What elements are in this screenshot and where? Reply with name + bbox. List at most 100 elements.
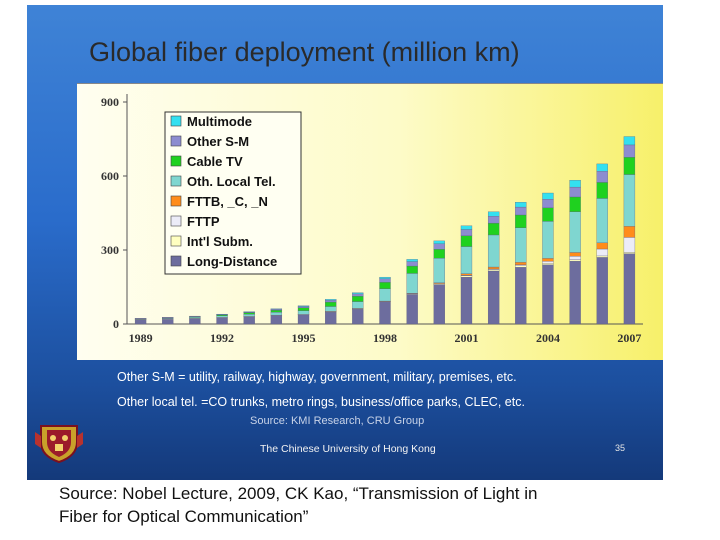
bar-segment	[569, 252, 581, 257]
bar-segment	[596, 255, 608, 258]
bar-segment	[623, 174, 636, 227]
bar-segment	[569, 260, 581, 325]
bar-segment	[406, 259, 418, 262]
bar-segment	[596, 163, 608, 172]
bar-segment	[460, 275, 473, 278]
bar-segment	[596, 242, 608, 250]
bar-segment	[433, 284, 445, 325]
bar-segment	[243, 316, 255, 325]
bar-segment	[270, 312, 283, 316]
bar-segment	[379, 282, 391, 289]
bar-segment	[623, 252, 636, 254]
bar-segment	[487, 234, 500, 268]
bar-segment	[460, 229, 473, 236]
bar-segment	[569, 180, 581, 188]
bar-segment	[162, 318, 174, 325]
bar-segment	[542, 261, 554, 264]
bar-segment	[542, 264, 554, 325]
bar-segment	[297, 310, 310, 315]
bar-segment	[515, 206, 527, 216]
caption-line-1: Source: Nobel Lecture, 2009, CK Kao, “Tr…	[59, 484, 538, 503]
caption-line-2: Fiber for Optical Communication”	[59, 507, 309, 526]
bar-segment	[352, 293, 364, 297]
bar-segment	[433, 257, 445, 283]
bar-segment	[623, 253, 636, 325]
stacked-bar-chart: 0 300 600 900 1989 1992 1995 1998 2001 2004 2007 Mu…	[101, 94, 643, 345]
bar-segment	[325, 300, 337, 303]
bar-segment	[596, 198, 608, 243]
bar-segment	[515, 227, 527, 263]
source-credit: Source: KMI Research, CRU Group	[250, 415, 425, 427]
note-other-sm: Other S-M = utility, railway, highway, g…	[117, 370, 517, 384]
bar-segment	[379, 301, 391, 325]
y-tick-label: 900	[101, 95, 119, 109]
bar-segment	[515, 267, 527, 325]
image-caption: Source: Nobel Lecture, 2009, CK Kao, “Tr…	[59, 482, 659, 528]
bar-segment	[216, 315, 228, 318]
legend-swatch	[170, 255, 182, 267]
bar-segment	[623, 237, 636, 253]
bar-segment	[352, 301, 364, 309]
bar-segment	[596, 182, 608, 199]
y-tick-label: 300	[101, 243, 119, 257]
bar-segment	[216, 317, 228, 325]
slide: Global fiber deployment (million km) 0 30…	[27, 5, 663, 480]
bar-segment	[134, 318, 147, 319]
legend-label: FTTB, _C, _N	[187, 194, 268, 209]
bar-segment	[406, 261, 418, 267]
university-name: The Chinese University of Hong Kong	[260, 443, 436, 455]
bar-segment	[325, 299, 337, 301]
bar-segment	[297, 307, 310, 311]
bar-segment	[189, 315, 201, 317]
legend-label: Cable TV	[187, 154, 243, 169]
bar-segment	[134, 319, 147, 325]
bar-segment	[596, 257, 608, 325]
bar-segment	[460, 276, 473, 325]
bar-segment	[325, 312, 337, 325]
legend-swatch	[170, 235, 182, 247]
legend-box	[164, 111, 302, 275]
bar-segment	[569, 196, 581, 212]
bar-segment	[542, 192, 554, 200]
bar-segment	[406, 294, 418, 325]
x-tick-label: 1989	[129, 331, 153, 345]
bar-segment	[569, 211, 581, 253]
bar-segment	[379, 288, 391, 302]
bar-segment	[406, 265, 418, 274]
legend-label: FTTP	[187, 214, 220, 229]
bar-segment	[569, 256, 581, 260]
bar-segment	[542, 258, 554, 262]
bar-segment	[569, 259, 581, 262]
x-tick-label: 2001	[454, 331, 478, 345]
bar-segment	[216, 313, 228, 315]
bar-segment	[569, 186, 581, 198]
legend-label: Other S-M	[187, 134, 249, 149]
bar-segment	[542, 207, 554, 222]
bar-segment	[189, 318, 201, 325]
legend-swatch	[170, 155, 182, 167]
bar-segment	[460, 246, 473, 274]
bar-segment	[487, 269, 500, 272]
bar-segment	[297, 306, 310, 308]
legend-swatch	[170, 115, 182, 127]
bar-segment	[433, 243, 445, 250]
bar-segment	[515, 262, 527, 265]
bar-segment	[623, 144, 636, 158]
x-tick-label: 2004	[536, 331, 560, 345]
bar-segment	[487, 266, 500, 270]
university-crest-icon	[35, 425, 83, 464]
bar-segment	[352, 295, 364, 302]
bar-segment	[352, 292, 364, 295]
legend-label: Multimode	[187, 114, 252, 129]
bar-segment	[270, 310, 283, 313]
bar-segment	[270, 315, 283, 325]
bar-segment	[542, 199, 554, 208]
bar-segment	[596, 248, 608, 257]
x-tick-label: 2007	[617, 331, 641, 345]
y-tick-label: 0	[113, 317, 119, 331]
legend-swatch	[170, 135, 182, 147]
bar-segment	[352, 309, 364, 325]
bar-segment	[542, 221, 554, 259]
bar-segment	[542, 263, 554, 265]
bar-segment	[243, 313, 255, 317]
